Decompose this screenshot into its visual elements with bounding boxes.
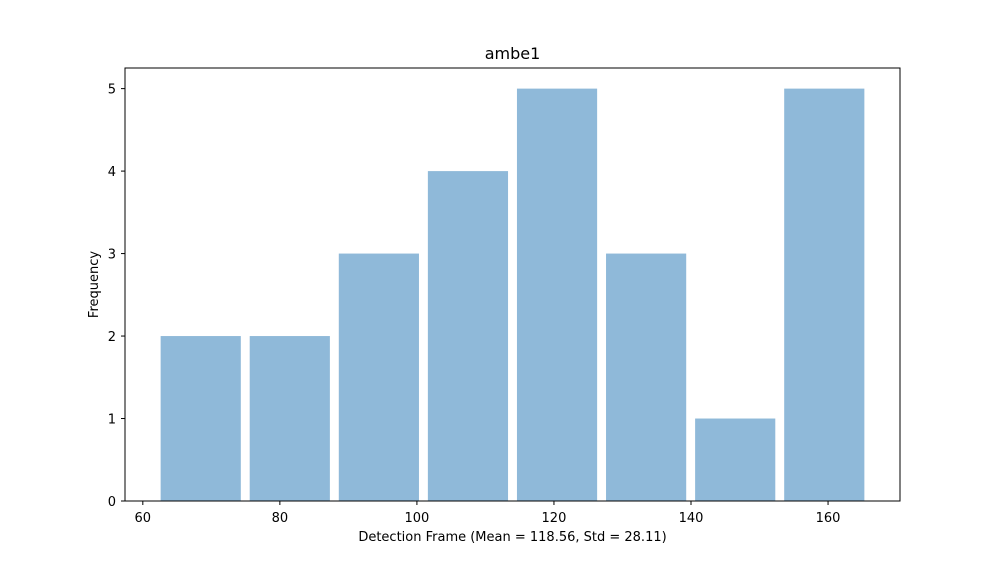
y-axis-ticks: 0 1 2 3 4 5 (108, 83, 125, 510)
y-tick-label: 2 (108, 330, 116, 345)
histogram-bar-3 (338, 253, 419, 501)
x-axis-ticks: 60 80 100 120 140 160 (135, 501, 841, 526)
x-axis-label: Detection Frame (Mean = 118.56, Std = 28… (358, 530, 666, 545)
x-tick-label: 120 (542, 511, 567, 526)
histogram-bar-7 (695, 418, 776, 501)
histogram-bar-5 (516, 88, 598, 501)
x-tick-label: 80 (272, 511, 289, 526)
plot-frame (124, 67, 901, 502)
histogram-bar-4 (427, 171, 509, 501)
histogram-bar-2 (249, 336, 330, 501)
histogram-bar-1 (160, 336, 241, 501)
x-tick-label: 100 (404, 511, 429, 526)
chart-title: ambe1 (485, 44, 541, 63)
x-tick-label: 160 (816, 511, 841, 526)
histogram-bar-6 (606, 253, 687, 501)
y-tick-label: 4 (108, 165, 116, 180)
y-tick-label: 3 (108, 248, 116, 263)
x-tick-label: 60 (135, 511, 152, 526)
y-tick-label: 0 (108, 495, 116, 510)
y-tick-label: 5 (108, 83, 116, 98)
x-tick-label: 140 (679, 511, 704, 526)
plot-area (125, 68, 900, 501)
y-tick-label: 1 (108, 413, 116, 428)
histogram-bar-8 (784, 88, 865, 501)
bars-group (160, 88, 865, 501)
y-axis-label: Frequency (87, 251, 102, 318)
